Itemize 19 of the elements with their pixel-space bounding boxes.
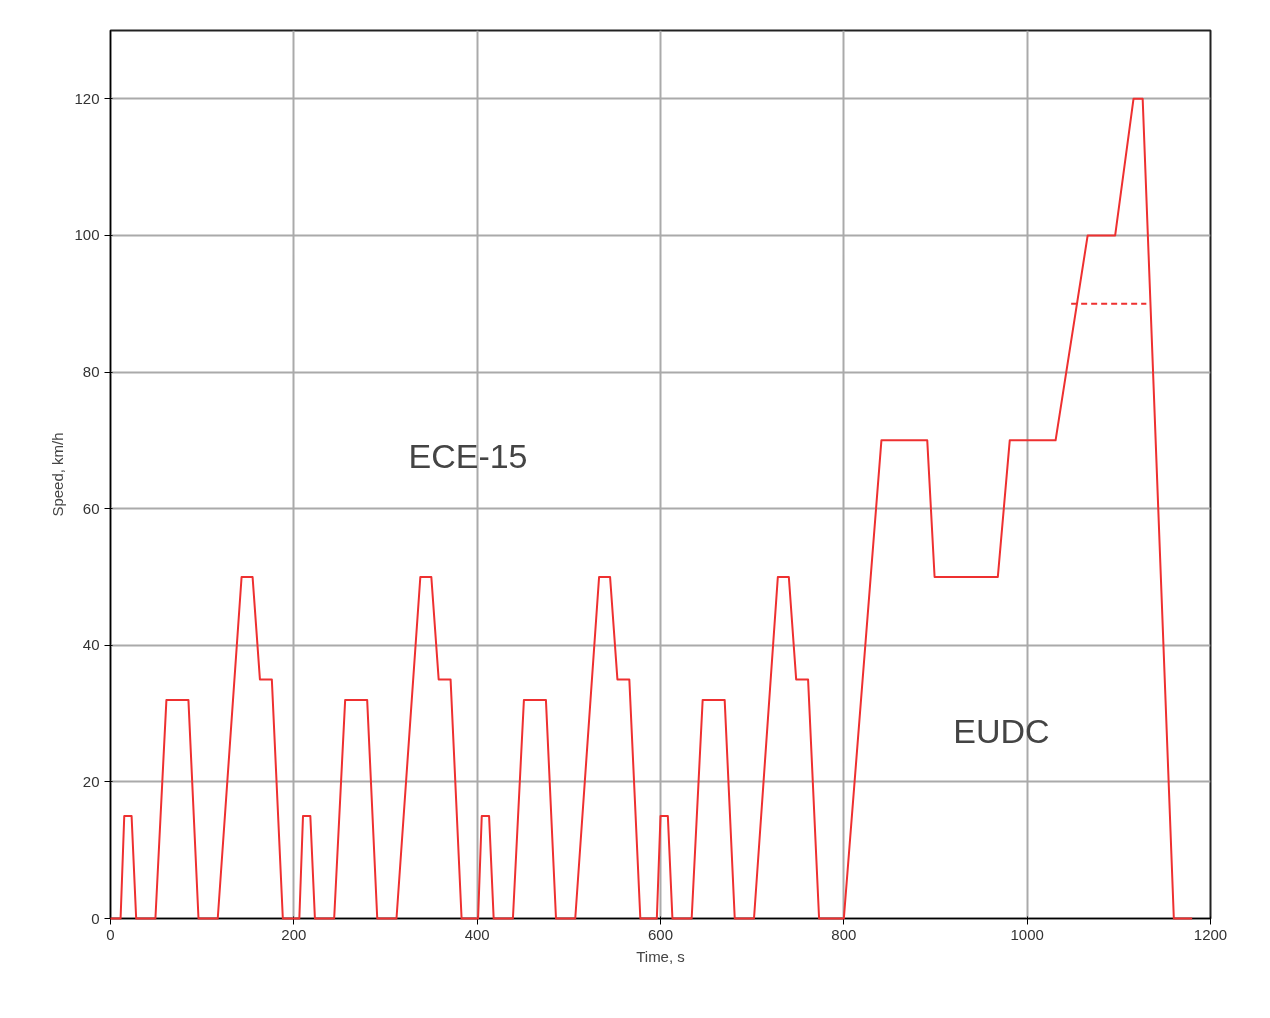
y-tick-label: 100 [74, 226, 100, 244]
x-tick-label: 800 [831, 925, 857, 943]
x-tick-label: 1000 [1010, 925, 1044, 943]
x-tick-label: 200 [281, 925, 307, 943]
x-tick-label: 600 [647, 925, 674, 943]
annotation: ECE-15 [408, 436, 528, 475]
y-tick-label: 80 [82, 363, 100, 381]
line-series [109, 97, 1194, 920]
y-axis-title: Speed, km/h [49, 432, 67, 517]
x-tick-label: 1200 [1193, 925, 1228, 943]
y-tick-label: 40 [82, 636, 100, 654]
y-tick-label: 120 [74, 89, 100, 107]
x-tick-label: 400 [464, 925, 490, 943]
x-axis-title: Time, s [636, 947, 685, 965]
x-tick-label: 0 [106, 925, 115, 943]
y-tick-label: 20 [82, 772, 100, 790]
annotation: EUDC [953, 711, 1050, 750]
y-tick-label: 0 [91, 909, 100, 927]
y-tick-label: 60 [82, 499, 100, 517]
